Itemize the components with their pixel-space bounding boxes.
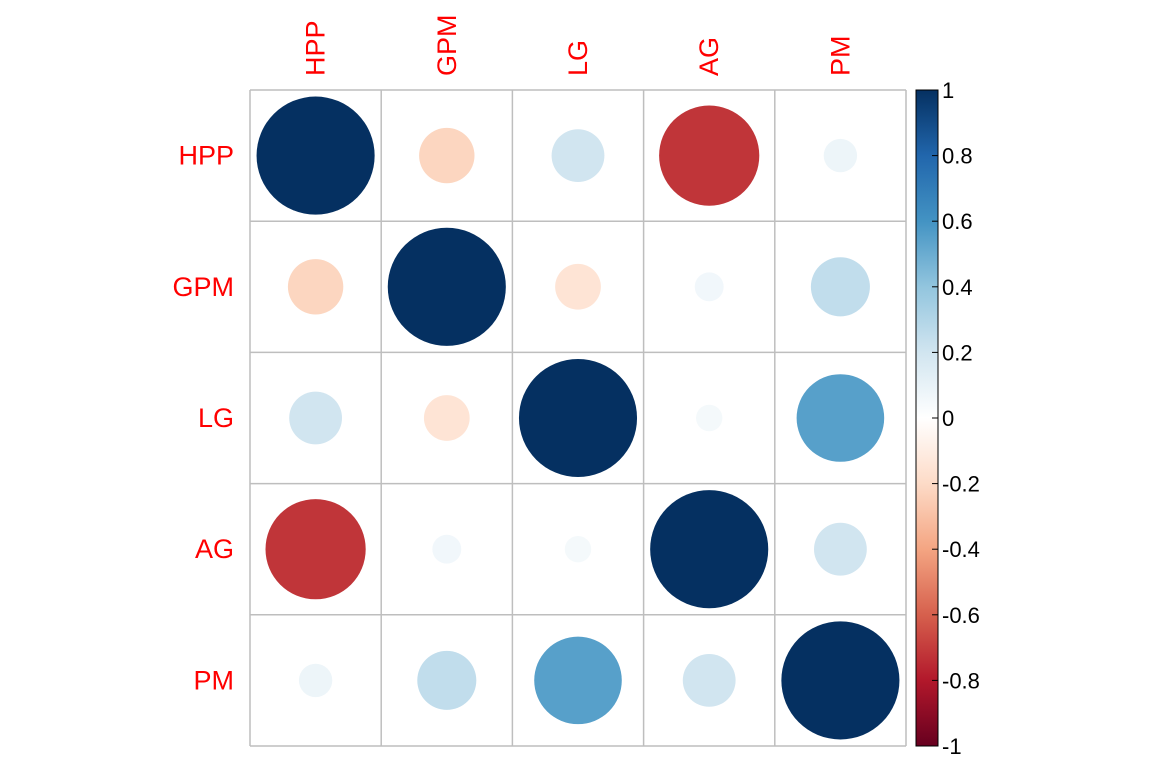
color-legend-tick-label: -0.4 xyxy=(942,537,980,562)
correlation-circle-hpp-ag xyxy=(659,105,760,206)
correlation-circle-pm-gpm xyxy=(417,650,477,710)
row-label-gpm: GPM xyxy=(172,272,234,302)
color-legend-tick-label: 0 xyxy=(942,406,954,431)
correlation-circle-ag-gpm xyxy=(432,534,462,564)
correlation-circle-gpm-ag xyxy=(694,272,724,302)
row-label-pm: PM xyxy=(194,665,235,695)
correlation-circle-hpp-pm xyxy=(823,138,858,173)
color-legend-tick-label: -1 xyxy=(942,734,962,759)
row-label-lg: LG xyxy=(198,403,234,433)
correlation-circle-ag-ag xyxy=(650,490,769,609)
correlation-circle-lg-gpm xyxy=(423,395,470,441)
color-legend-tick-label: 1 xyxy=(942,78,954,103)
color-legend-tick-label: 0.8 xyxy=(942,144,973,169)
color-legend-tick-label: 0.2 xyxy=(942,340,973,365)
row-labels: HPP GPM LG AG PM xyxy=(172,141,234,696)
column-label-lg: LG xyxy=(563,40,593,76)
color-legend-tick-label: -0.8 xyxy=(942,668,980,693)
correlation-circle-lg-lg xyxy=(518,358,638,478)
column-label-hpp: HPP xyxy=(301,20,331,76)
column-label-pm: PM xyxy=(825,36,855,77)
correlation-circles xyxy=(256,96,900,740)
correlation-circle-gpm-lg xyxy=(555,263,601,310)
row-label-ag: AG xyxy=(195,534,234,564)
correlation-circle-lg-pm xyxy=(796,374,885,462)
correlation-circle-ag-hpp xyxy=(265,499,366,600)
correlation-circle-gpm-gpm xyxy=(387,227,506,346)
correlation-circle-hpp-gpm xyxy=(419,127,475,184)
correlation-circle-pm-hpp xyxy=(298,663,333,698)
correlation-circle-pm-ag xyxy=(682,653,736,707)
correlation-circle-gpm-pm xyxy=(810,257,870,317)
correlation-circle-ag-pm xyxy=(813,522,867,576)
color-legend-tick-label: 0.4 xyxy=(942,275,973,300)
color-legend-tick-label: -0.2 xyxy=(942,472,980,497)
correlation-circle-hpp-lg xyxy=(551,129,605,183)
column-label-ag: AG xyxy=(694,37,724,76)
correlation-circle-hpp-hpp xyxy=(256,96,375,215)
color-legend: 1 0.8 0.6 0.4 0.2 0 -0.2 -0.4 -0.6 -0.8 -1 xyxy=(915,78,980,759)
column-label-gpm: GPM xyxy=(432,14,462,76)
color-legend-tick-label: -0.6 xyxy=(942,603,980,628)
column-labels: HPP GPM LG AG PM xyxy=(301,14,856,76)
correlation-circle-pm-lg xyxy=(534,636,622,725)
correlation-circle-gpm-hpp xyxy=(287,259,344,315)
correlation-circle-lg-hpp xyxy=(289,391,343,445)
grid xyxy=(249,89,907,747)
correlation-circle-pm-pm xyxy=(781,621,900,740)
color-legend-tick-label: 0.6 xyxy=(942,209,973,234)
row-label-hpp: HPP xyxy=(178,141,234,171)
correlation-circle-ag-lg xyxy=(564,535,592,563)
correlation-circle-lg-ag xyxy=(695,404,723,432)
